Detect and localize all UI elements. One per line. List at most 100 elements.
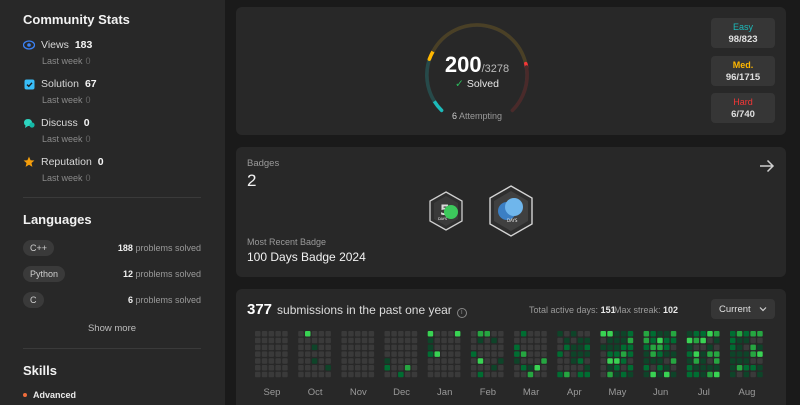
heatmap-cell[interactable] xyxy=(527,337,534,344)
heatmap-cell[interactable] xyxy=(384,358,391,364)
heatmap-cell[interactable] xyxy=(557,371,563,378)
heatmap-cell[interactable] xyxy=(305,365,311,371)
show-more-button[interactable]: Show more xyxy=(87,323,137,334)
heatmap-cell[interactable] xyxy=(441,371,447,378)
heatmap-cell[interactable] xyxy=(743,331,750,337)
heatmap-cell[interactable] xyxy=(577,351,584,357)
hard-stat[interactable]: Hard 6/740 xyxy=(711,93,775,123)
heatmap-cell[interactable] xyxy=(664,344,670,351)
heatmap-cell[interactable] xyxy=(398,365,404,371)
heatmap-cell[interactable] xyxy=(657,358,663,364)
heatmap-cell[interactable] xyxy=(298,365,304,371)
heatmap-cell[interactable] xyxy=(707,371,713,378)
heatmap-cell[interactable] xyxy=(311,351,318,357)
heatmap-cell[interactable] xyxy=(441,331,447,337)
heatmap-cell[interactable] xyxy=(484,365,491,371)
heatmap-cell[interactable] xyxy=(491,331,497,337)
heatmap-cell[interactable] xyxy=(693,351,700,357)
heatmap-cell[interactable] xyxy=(454,344,461,351)
heatmap-cell[interactable] xyxy=(325,351,331,357)
heatmap-cell[interactable] xyxy=(730,365,736,371)
heatmap-cell[interactable] xyxy=(398,351,404,357)
heatmap-cell[interactable] xyxy=(318,371,325,378)
heatmap-cell[interactable] xyxy=(325,331,331,337)
heatmap-cell[interactable] xyxy=(534,344,541,351)
heatmap-cell[interactable] xyxy=(520,331,527,337)
heatmap-cell[interactable] xyxy=(743,365,750,371)
heatmap-cell[interactable] xyxy=(600,351,607,357)
heatmap-cell[interactable] xyxy=(311,331,318,337)
heatmap-cell[interactable] xyxy=(750,371,756,378)
heatmap-cell[interactable] xyxy=(714,358,720,364)
badge-50-days-icon[interactable]: 5 DAYS xyxy=(428,191,464,231)
heatmap-cell[interactable] xyxy=(730,351,736,357)
heatmap-cell[interactable] xyxy=(282,351,288,357)
heatmap-cell[interactable] xyxy=(268,331,275,337)
heatmap-cell[interactable] xyxy=(557,331,563,337)
heatmap-cell[interactable] xyxy=(434,371,441,378)
heatmap-cell[interactable] xyxy=(693,337,700,344)
heatmap-cell[interactable] xyxy=(736,337,743,344)
heatmap-cell[interactable] xyxy=(484,331,491,337)
heatmap-cell[interactable] xyxy=(620,371,627,378)
heatmap-cell[interactable] xyxy=(477,337,484,344)
heatmap-cell[interactable] xyxy=(650,344,656,351)
heatmap-cell[interactable] xyxy=(391,331,397,337)
heatmap-cell[interactable] xyxy=(736,351,743,357)
heatmap-cell[interactable] xyxy=(757,371,763,378)
heatmap-cell[interactable] xyxy=(441,337,447,344)
info-icon[interactable]: i xyxy=(456,307,467,318)
heatmap-cell[interactable] xyxy=(305,358,311,364)
heatmap-cell[interactable] xyxy=(750,365,756,371)
heatmap-cell[interactable] xyxy=(757,344,763,351)
heatmap-cell[interactable] xyxy=(275,337,281,344)
heatmap-cell[interactable] xyxy=(700,344,706,351)
heatmap-cell[interactable] xyxy=(664,337,670,344)
heatmap-cell[interactable] xyxy=(498,351,504,357)
heatmap-cell[interactable] xyxy=(650,351,656,357)
heatmap-cell[interactable] xyxy=(527,365,534,371)
heatmap-cell[interactable] xyxy=(584,331,591,337)
heatmap-cell[interactable] xyxy=(477,365,484,371)
heatmap-cell[interactable] xyxy=(398,337,404,344)
heatmap-cell[interactable] xyxy=(730,358,736,364)
heatmap-cell[interactable] xyxy=(404,351,411,357)
heatmap-cell[interactable] xyxy=(491,365,497,371)
heatmap-cell[interactable] xyxy=(584,365,591,371)
heatmap-cell[interactable] xyxy=(368,371,375,378)
heatmap-cell[interactable] xyxy=(348,351,354,357)
heatmap-cell[interactable] xyxy=(298,337,304,344)
heatmap-cell[interactable] xyxy=(670,358,677,364)
heatmap-cell[interactable] xyxy=(355,358,361,364)
heatmap-cell[interactable] xyxy=(261,365,268,371)
heatmap-cell[interactable] xyxy=(614,365,620,371)
heatmap-cell[interactable] xyxy=(361,358,368,364)
heatmap-cell[interactable] xyxy=(557,344,563,351)
heatmap-cell[interactable] xyxy=(564,371,570,378)
heatmap-cell[interactable] xyxy=(311,371,318,378)
heatmap-cell[interactable] xyxy=(577,337,584,344)
heatmap-cell[interactable] xyxy=(541,365,547,371)
heatmap-cell[interactable] xyxy=(514,358,520,364)
heatmap-cell[interactable] xyxy=(520,351,527,357)
heatmap-cell[interactable] xyxy=(341,344,347,351)
heatmap-cell[interactable] xyxy=(454,371,461,378)
arrow-right-icon[interactable] xyxy=(758,157,776,175)
heatmap-cell[interactable] xyxy=(686,344,693,351)
heatmap-cell[interactable] xyxy=(355,337,361,344)
heatmap-cell[interactable] xyxy=(620,331,627,337)
heatmap-cell[interactable] xyxy=(255,358,261,364)
heatmap-cell[interactable] xyxy=(643,358,650,364)
year-select[interactable]: Current xyxy=(711,299,775,319)
heatmap-cell[interactable] xyxy=(650,337,656,344)
heatmap-cell[interactable] xyxy=(570,365,577,371)
heatmap-cell[interactable] xyxy=(275,351,281,357)
heatmap-cell[interactable] xyxy=(514,344,520,351)
heatmap-cell[interactable] xyxy=(255,344,261,351)
heatmap-cell[interactable] xyxy=(657,365,663,371)
heatmap-cell[interactable] xyxy=(498,371,504,378)
heatmap-cell[interactable] xyxy=(384,331,391,337)
heatmap-cell[interactable] xyxy=(564,337,570,344)
heatmap-cell[interactable] xyxy=(470,344,477,351)
heatmap-cell[interactable] xyxy=(757,337,763,344)
